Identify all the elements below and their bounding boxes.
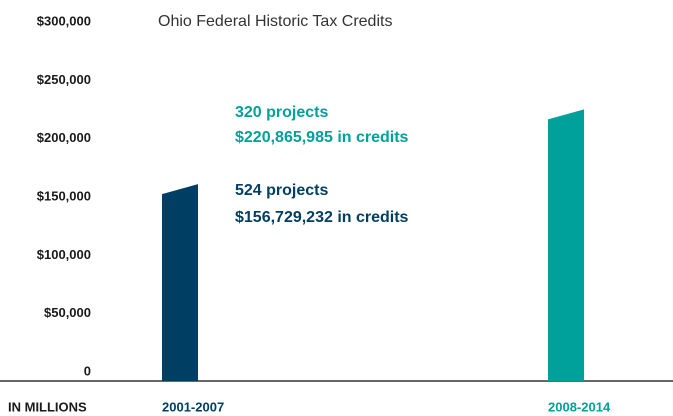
y-tick-label: $250,000 — [37, 72, 91, 87]
x-tick-label: 2001-2007 — [162, 399, 224, 414]
axis-note: IN MILLIONS — [8, 399, 87, 414]
project-label: 524 projects — [235, 182, 328, 199]
bar — [548, 109, 584, 381]
value-label: $220,865,985 in credits — [235, 129, 409, 146]
chart-title: Ohio Federal Historic Tax Credits — [158, 13, 392, 30]
y-tick-label: $300,000 — [37, 13, 91, 28]
value-label: $156,729,232 in credits — [235, 209, 409, 226]
y-tick-label: $150,000 — [37, 188, 91, 203]
bar — [162, 184, 198, 381]
project-label: 320 projects — [235, 104, 328, 121]
y-tick-label: $100,000 — [37, 247, 91, 262]
x-tick-label: 2008-2014 — [548, 399, 611, 414]
y-tick-label: $200,000 — [37, 130, 91, 145]
y-tick-label: 0 — [84, 363, 91, 378]
y-tick-label: $50,000 — [44, 305, 91, 320]
